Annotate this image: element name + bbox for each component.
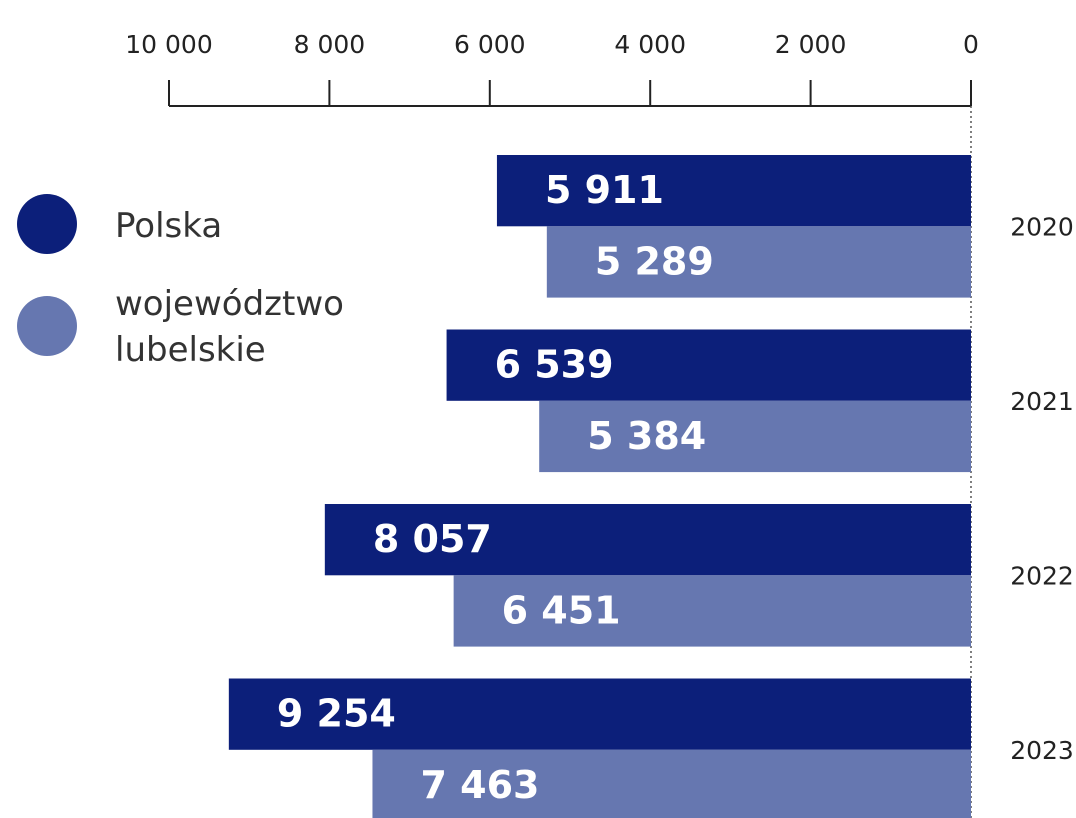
value-label: 5 911 [545,168,664,212]
x-tick-label: 10 000 [125,30,212,59]
bar [372,749,971,818]
value-label: 8 057 [373,517,492,561]
bar [446,329,971,401]
y-tick-label: 2021 [1010,387,1074,416]
value-label: 6 539 [495,343,614,387]
x-tick-label: 0 [963,30,979,59]
bar [546,226,971,298]
value-label: 5 289 [595,239,714,283]
legend-label: Polska [115,206,223,246]
value-label: 7 463 [420,763,539,807]
y-tick-label: 2023 [1010,736,1074,765]
legend-swatch [17,296,77,356]
bar [539,400,971,473]
value-label: 5 384 [587,414,706,458]
bar [496,155,971,227]
bar [324,504,971,576]
value-label: 6 451 [502,588,621,632]
bar [453,575,972,647]
value-label: 9 254 [277,692,396,736]
y-tick-label: 2020 [1010,212,1074,241]
x-tick-label: 2 000 [775,30,847,59]
legend-swatch [17,194,77,254]
bar [228,678,971,750]
x-tick-label: 6 000 [454,30,526,59]
y-tick-label: 2022 [1010,561,1074,590]
x-tick-label: 8 000 [294,30,366,59]
legend-label: województwo lubelskie [115,284,344,370]
x-tick-label: 4 000 [614,30,686,59]
